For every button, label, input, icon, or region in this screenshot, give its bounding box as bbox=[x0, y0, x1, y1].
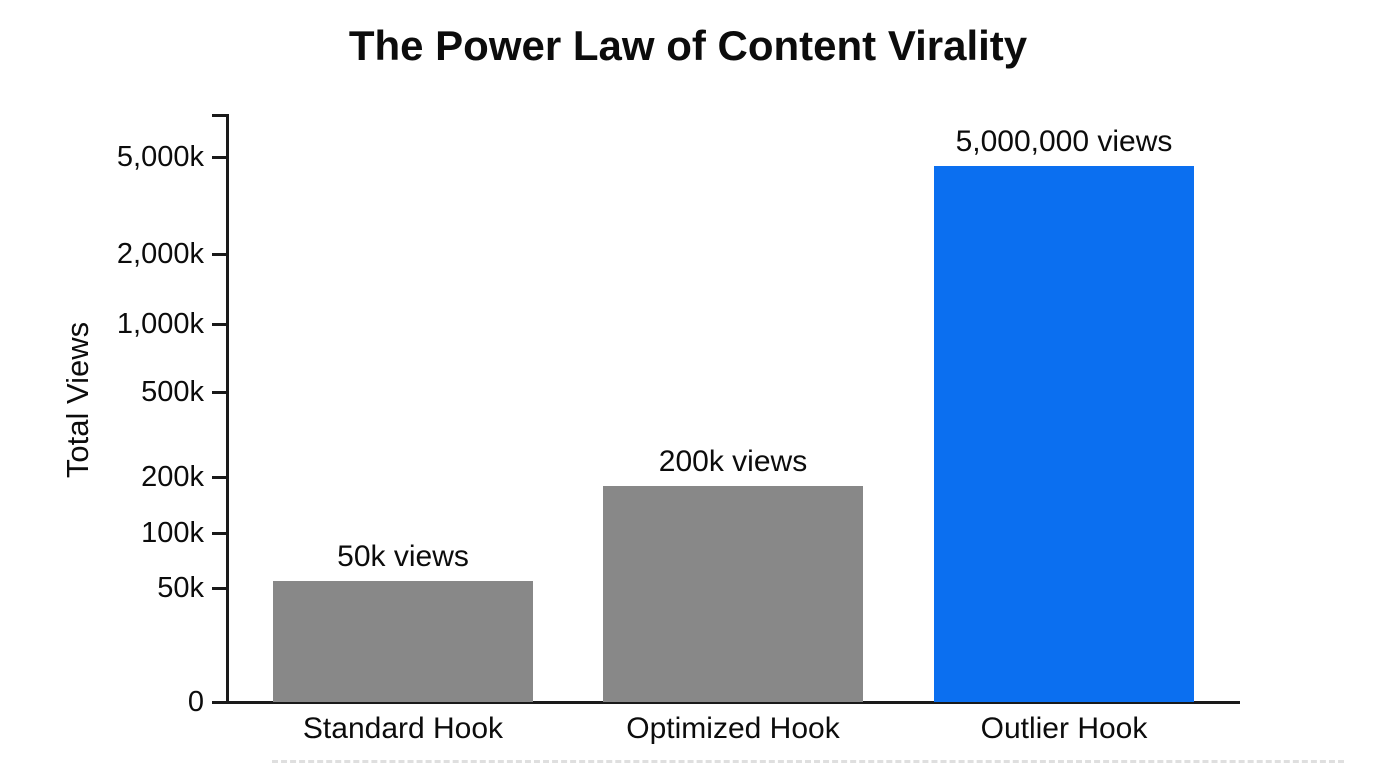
y-tick-mark bbox=[212, 391, 227, 394]
bar-outlier-hook bbox=[934, 166, 1194, 702]
y-tick-label: 0 bbox=[187, 686, 204, 718]
y-tick-label: 100k bbox=[141, 517, 204, 549]
y-tick-mark bbox=[212, 587, 227, 590]
bar-value-label-optimized-hook: 200k views bbox=[658, 445, 808, 478]
y-tick-mark bbox=[212, 156, 227, 159]
bar-optimized-hook bbox=[603, 486, 863, 702]
y-tick-mark bbox=[212, 323, 227, 326]
bottom-dashed-line bbox=[272, 760, 1344, 763]
y-tick-label: 50k bbox=[157, 572, 204, 604]
y-tick-mark bbox=[212, 253, 227, 256]
y-axis-top-cap bbox=[212, 114, 229, 117]
y-tick-label: 2,000k bbox=[116, 238, 204, 270]
y-tick-label: 500k bbox=[141, 376, 204, 408]
x-category-label-outlier-hook: Outlier Hook bbox=[980, 712, 1148, 745]
y-tick-label: 1,000k bbox=[116, 308, 204, 340]
bar-value-label-outlier-hook: 5,000,000 views bbox=[955, 125, 1173, 158]
y-tick-mark bbox=[212, 476, 227, 479]
bar-value-label-standard-hook: 50k views bbox=[337, 540, 469, 573]
chart-title: The Power Law of Content Virality bbox=[348, 22, 1028, 69]
x-category-label-standard-hook: Standard Hook bbox=[302, 712, 504, 745]
x-category-label-optimized-hook: Optimized Hook bbox=[626, 712, 840, 745]
y-tick-mark bbox=[212, 701, 227, 704]
y-tick-label: 200k bbox=[141, 461, 204, 493]
x-axis-line bbox=[226, 701, 1240, 704]
bar-standard-hook bbox=[273, 581, 533, 702]
y-tick-label: 5,000k bbox=[116, 141, 204, 173]
y-axis-line bbox=[226, 114, 229, 704]
y-tick-mark bbox=[212, 532, 227, 535]
